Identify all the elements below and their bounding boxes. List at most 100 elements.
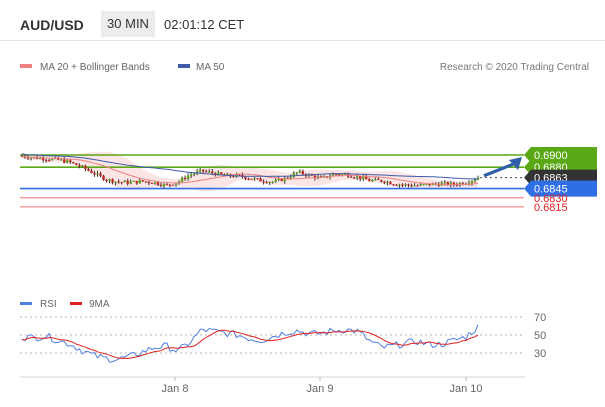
candle-body (63, 159, 66, 163)
candle-body (416, 185, 419, 187)
candle-body (60, 159, 63, 161)
candle-body (262, 181, 265, 183)
candle-body (26, 157, 30, 159)
ma20-line (21, 155, 479, 186)
candle-body (138, 180, 141, 184)
candle-body (473, 179, 477, 181)
candle-body (195, 171, 199, 174)
candle-body (84, 165, 87, 169)
level-label: 0.6845 (534, 184, 568, 196)
moving-averages (21, 153, 479, 186)
candle-body (259, 178, 262, 182)
candle-body (371, 180, 374, 182)
candle-body (349, 176, 353, 178)
candle-body (461, 183, 465, 185)
candle-body (428, 183, 431, 186)
ma50-line (21, 153, 478, 180)
candle-body (280, 178, 283, 182)
candle-body (102, 175, 105, 180)
candle-body (392, 184, 395, 186)
candle-body (419, 184, 422, 186)
candle-body (183, 177, 187, 179)
candle-body (87, 168, 90, 171)
candle-body (198, 169, 202, 172)
candle-body (220, 172, 223, 175)
candle-body (352, 177, 356, 179)
candle-body (29, 157, 33, 159)
candle-body (256, 178, 259, 180)
candle-body (319, 176, 323, 178)
rsi-level-label: 50 (534, 330, 546, 342)
candle-body (132, 180, 135, 182)
rsi-level-label: 30 (534, 348, 546, 360)
candle-body (359, 176, 362, 179)
candle-body (244, 176, 247, 179)
candle-body (147, 181, 151, 183)
candle-body (174, 183, 178, 185)
candle-body (467, 183, 471, 185)
candle-body (250, 178, 253, 180)
candle-body (141, 180, 144, 182)
candle-body (135, 180, 138, 184)
candle-body (108, 179, 111, 181)
candle-body (208, 171, 211, 173)
ma50-legend-swatch (178, 64, 190, 68)
candle-body (374, 179, 377, 181)
candle-body (99, 173, 102, 176)
candle-body (377, 179, 380, 181)
candle-body (422, 184, 425, 186)
candle-body (283, 177, 286, 182)
candle-body (78, 165, 81, 167)
candle-body (44, 160, 48, 162)
timestamp: 02:01:12 CET (164, 17, 245, 32)
candle-body (337, 174, 341, 176)
candle-body (301, 170, 305, 175)
candle-body (126, 180, 129, 184)
candle-body (292, 173, 295, 178)
credit-text: Research © 2020 Trading Central (440, 62, 589, 73)
timeframe-selector[interactable]: 30 MIN (101, 11, 155, 37)
forecast-arrow (483, 157, 522, 178)
candle-body (41, 157, 45, 161)
level-label: 0.6830 (534, 193, 568, 205)
candle-body (47, 160, 51, 162)
chart-header: AUD/USD 30 MIN 02:01:12 CET (0, 0, 605, 41)
candle-body (123, 180, 126, 183)
candle-body (286, 177, 289, 179)
candle-body (105, 179, 108, 181)
candle-body (162, 184, 166, 187)
candle-body (120, 182, 123, 184)
ma9-legend-swatch (70, 302, 82, 305)
candle-body (343, 173, 347, 175)
candle-body (150, 182, 154, 184)
candle-body (180, 177, 184, 182)
candle-body (217, 172, 220, 176)
ma50-legend-label: MA 50 (196, 62, 225, 73)
level-label: 0.6815 (534, 202, 568, 214)
candle-body (449, 182, 453, 186)
candle-body (189, 174, 193, 176)
candles (20, 154, 480, 189)
rsi-level-label: 70 (534, 312, 546, 324)
candle-body (362, 176, 365, 179)
candle-body (81, 165, 84, 167)
candle-body (398, 184, 401, 186)
candle-body (153, 182, 157, 184)
x-tick-label: Jan 10 (449, 383, 482, 395)
candle-body (395, 184, 398, 186)
rsi-legend-label: RSI (40, 299, 57, 310)
candle-body (274, 179, 277, 182)
candle-body (277, 178, 280, 180)
candle-body (298, 170, 302, 173)
candle-body (295, 172, 299, 174)
arrow-shaft (483, 161, 517, 178)
x-tick-label: Jan 9 (307, 383, 334, 395)
candle-body (238, 174, 241, 176)
level-label: 0.6900 (534, 150, 568, 162)
x-axis-ticks: Jan 8 Jan 9 Jan 10 (162, 377, 483, 395)
candle-body (322, 176, 326, 178)
candle-body (253, 178, 256, 180)
candle-body (111, 179, 114, 183)
